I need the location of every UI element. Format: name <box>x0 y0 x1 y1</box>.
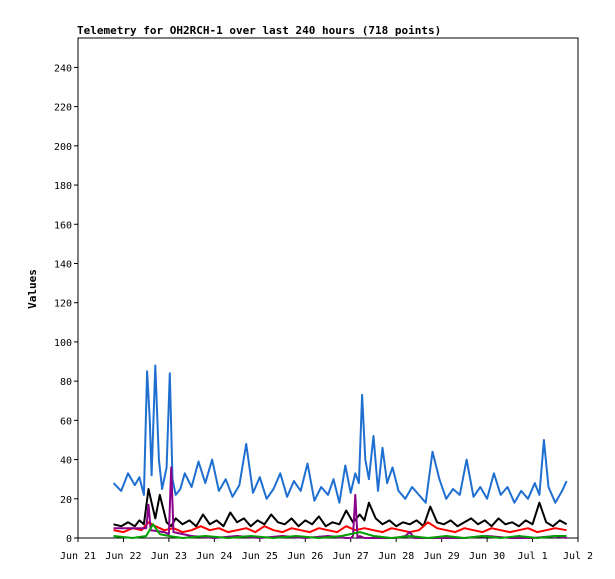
y-tick-label: 80 <box>60 377 72 388</box>
x-tick-label: Jun 24 <box>196 551 232 562</box>
x-tick-label: Jun 30 <box>469 551 505 562</box>
y-tick-label: 160 <box>54 220 72 231</box>
series-line-3 <box>113 466 567 539</box>
y-tick-label: 200 <box>54 142 72 153</box>
x-tick-label: Jun 29 <box>424 551 460 562</box>
x-tick-label: Jun 21 <box>60 551 96 562</box>
series-line-1 <box>113 488 568 528</box>
y-tick-label: 240 <box>54 63 72 74</box>
y-tick-label: 0 <box>66 534 72 545</box>
y-tick-label: 40 <box>60 456 72 467</box>
series-line-0 <box>112 364 568 504</box>
y-tick-label: 20 <box>60 495 72 506</box>
y-tick-label: 120 <box>54 299 72 310</box>
x-tick-label: Jul 1 <box>517 551 547 562</box>
y-tick-label: 60 <box>60 416 72 427</box>
x-tick-label: Jun 28 <box>378 551 414 562</box>
chart-title: Telemetry for OH2RCH-1 over last 240 hou… <box>77 24 441 37</box>
x-tick-label: Jun 23 <box>151 551 187 562</box>
series-line-2 <box>113 521 567 534</box>
series-line-4 <box>113 523 567 539</box>
y-tick-label: 140 <box>54 259 72 270</box>
x-tick-label: Jun 26 <box>287 551 323 562</box>
x-tick-label: Jun 27 <box>333 551 369 562</box>
x-tick-label: Jun 25 <box>242 551 278 562</box>
y-axis-label: Values <box>26 269 39 309</box>
x-tick-label: Jun 22 <box>105 551 141 562</box>
y-tick-label: 220 <box>54 103 72 114</box>
y-tick-label: 180 <box>54 181 72 192</box>
x-tick-label: Jul 2 <box>563 551 593 562</box>
y-tick-label: 100 <box>54 338 72 349</box>
